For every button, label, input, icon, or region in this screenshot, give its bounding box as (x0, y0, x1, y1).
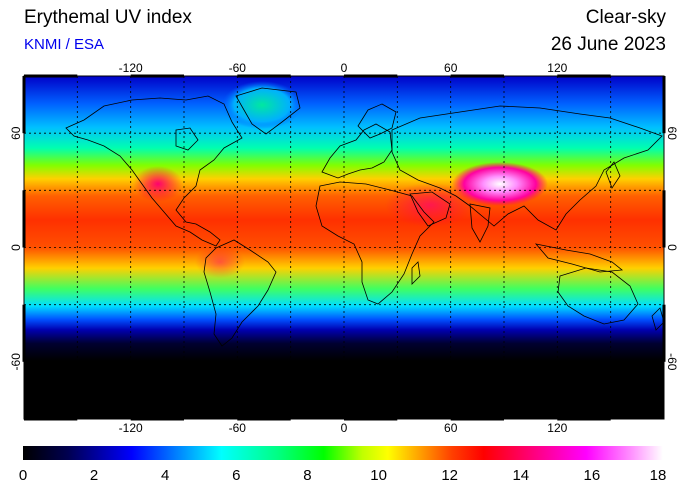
graticule (24, 76, 664, 419)
india-coast (469, 203, 491, 243)
colorbar-label: 12 (441, 467, 458, 484)
lat-tick-label: 0 (665, 244, 679, 251)
map-date: 26 June 2023 (550, 34, 666, 55)
lon-tick-label: 60 (444, 61, 458, 75)
colorbar-label: 4 (161, 467, 169, 484)
map-source: KNMI / ESA (24, 36, 105, 53)
south-america-coast (203, 239, 277, 347)
lon-tick-label: -120 (119, 61, 143, 75)
europe-coast (321, 123, 393, 179)
lat-tick-label: 0 (9, 244, 23, 251)
lat-tick-label: -60 (9, 353, 23, 371)
asia-coast (391, 105, 663, 231)
colorbar-label: 2 (90, 467, 98, 484)
africa-coast (315, 181, 435, 305)
madagascar-coast (411, 261, 421, 285)
coastlines (65, 87, 664, 347)
arabia-coast (409, 191, 451, 227)
colorbar-label: 14 (512, 467, 529, 484)
colorbar-label: 10 (370, 467, 387, 484)
map-frame (22, 74, 666, 421)
australia-coast (557, 267, 639, 325)
hudson-bay-coast (175, 127, 199, 151)
colorbar-labels: 0 2 4 6 8 10 12 14 16 18 (19, 467, 667, 484)
lat-tick-label: 60 (665, 127, 679, 141)
colorbar-label: 6 (232, 467, 240, 484)
lon-tick-label: -60 (229, 421, 247, 435)
greenland-coast (235, 87, 301, 135)
scandinavia-coast (357, 103, 397, 139)
colorbar-label: 18 (650, 467, 667, 484)
indonesia-coast (534, 243, 624, 273)
lon-tick-label: 0 (341, 61, 348, 75)
colorbar-label: 16 (584, 467, 601, 484)
lon-tick-label: -120 (119, 421, 143, 435)
lon-tick-label: 60 (444, 421, 458, 435)
colorbar-label: 0 (19, 467, 27, 484)
japan-coast (605, 161, 621, 189)
map-title: Erythemal UV index (24, 7, 192, 28)
lat-tick-label: -60 (665, 353, 679, 371)
new-zealand-coast (651, 307, 664, 331)
lat-tick-label: 60 (9, 126, 23, 140)
north-america-coast (65, 95, 243, 247)
lon-tick-label: -60 (229, 61, 247, 75)
sky-condition: Clear-sky (585, 7, 666, 28)
colorbar (23, 446, 663, 460)
lon-tick-label: 120 (547, 421, 567, 435)
lon-tick-label: 0 (341, 421, 348, 435)
colorbar-label: 8 (303, 467, 311, 484)
lon-tick-label: 120 (547, 61, 567, 75)
